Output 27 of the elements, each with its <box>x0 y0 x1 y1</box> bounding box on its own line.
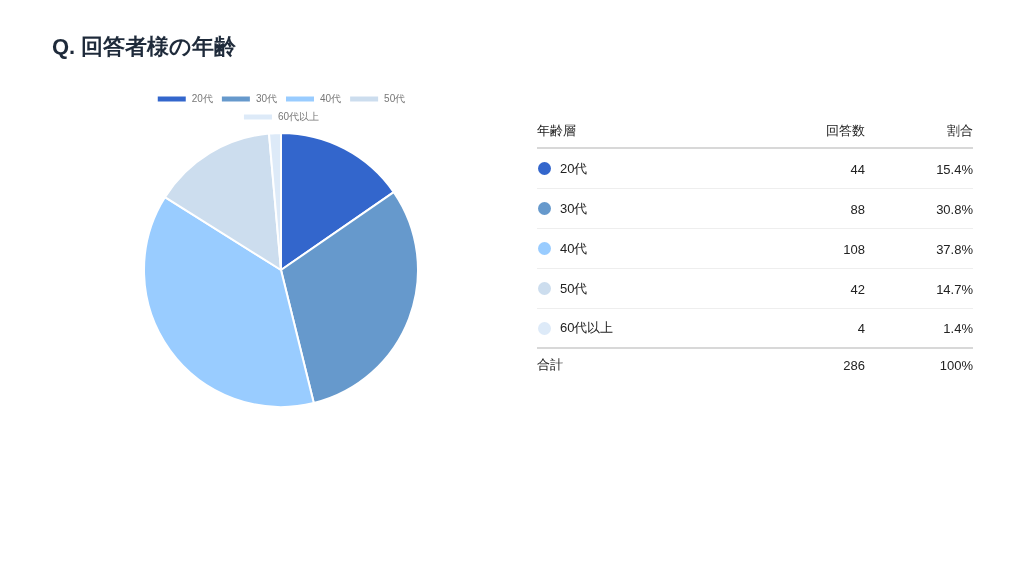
legend-label: 50代 <box>384 92 406 104</box>
category-label: 50代 <box>560 280 588 296</box>
text: 44 <box>850 161 865 176</box>
text: 14.7% <box>936 281 973 296</box>
category-label: 40代 <box>560 240 588 256</box>
text: 割合 <box>947 121 973 140</box>
legend-label: 40代 <box>320 92 342 104</box>
legend-label: 30代 <box>255 92 277 104</box>
category-label: 30代 <box>560 200 588 216</box>
text: 108 <box>843 241 865 256</box>
text: 37.8% <box>936 241 973 256</box>
legend-label: 60代以上 <box>277 110 320 122</box>
text: 4 <box>857 320 865 336</box>
text: 100% <box>939 357 973 373</box>
category-label: 20代 <box>560 160 588 176</box>
text: 42 <box>850 281 865 296</box>
legend-title: 年齢層 <box>537 121 576 140</box>
legend-label: 20代 <box>191 92 213 104</box>
text: 合計 <box>537 356 563 374</box>
text: 15.4% <box>936 161 973 176</box>
text: 286 <box>843 357 865 373</box>
text: 88 <box>850 201 865 216</box>
text: 回答数 <box>826 121 865 140</box>
text: 30.8% <box>936 201 973 216</box>
chart-title: Q. 回答者様の年齢 <box>52 33 237 61</box>
text: 1.4% <box>943 320 973 336</box>
category-label: 60代以上 <box>560 320 614 335</box>
